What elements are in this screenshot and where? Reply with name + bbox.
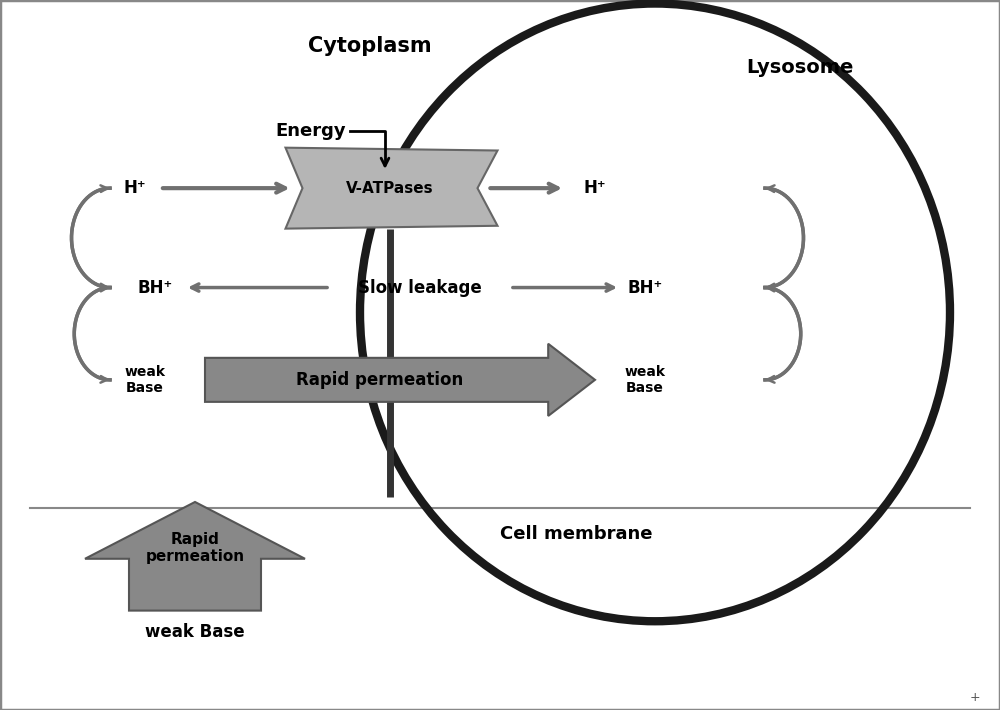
Text: weak
Base: weak Base xyxy=(624,365,666,395)
Text: H⁺: H⁺ xyxy=(124,179,146,197)
Polygon shape xyxy=(205,344,595,416)
Text: Lysosome: Lysosome xyxy=(746,58,854,77)
Polygon shape xyxy=(286,148,498,229)
Text: Slow leakage: Slow leakage xyxy=(358,278,482,297)
Text: +: + xyxy=(970,691,980,704)
Text: weak Base: weak Base xyxy=(145,623,245,641)
Text: Cell membrane: Cell membrane xyxy=(500,525,652,543)
Text: Cytoplasm: Cytoplasm xyxy=(308,36,432,56)
Text: BH⁺: BH⁺ xyxy=(137,278,173,297)
Text: Rapid permeation: Rapid permeation xyxy=(296,371,464,389)
Text: V-ATPases: V-ATPases xyxy=(346,180,434,196)
Polygon shape xyxy=(85,502,305,611)
Text: Rapid
permeation: Rapid permeation xyxy=(145,532,245,564)
Text: weak
Base: weak Base xyxy=(124,365,166,395)
Text: BH⁺: BH⁺ xyxy=(627,278,663,297)
Text: Energy: Energy xyxy=(275,122,346,141)
Text: H⁺: H⁺ xyxy=(584,179,606,197)
